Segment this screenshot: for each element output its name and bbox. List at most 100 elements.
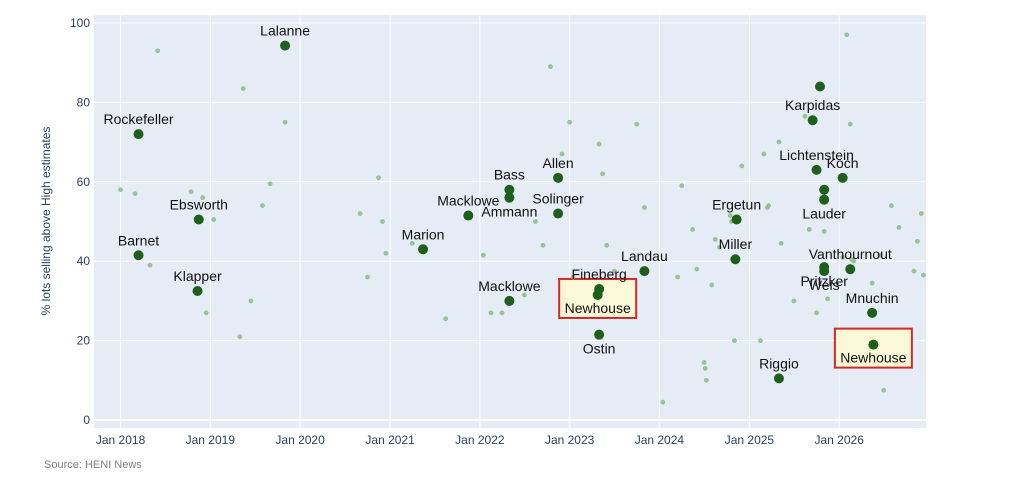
background-point — [570, 274, 576, 280]
point-label: Newhouse — [565, 300, 631, 316]
background-point — [533, 219, 538, 224]
background-point — [200, 195, 206, 201]
background-point — [806, 227, 812, 232]
highlight-point — [773, 373, 784, 384]
background-point — [559, 151, 565, 157]
point-label: Marion — [402, 226, 445, 242]
point-label: Lauder — [802, 206, 846, 222]
background-point — [237, 334, 243, 340]
source-note: Source: HENI News — [44, 459, 142, 471]
highlight-point — [867, 307, 878, 318]
background-point — [365, 274, 370, 280]
highlight-point — [504, 192, 515, 203]
plot-background — [94, 15, 926, 428]
background-point — [840, 254, 846, 260]
highlight-point — [133, 129, 144, 140]
background-point — [701, 360, 707, 365]
background-point — [918, 211, 924, 216]
y-tick-label: 0 — [83, 413, 90, 427]
background-point — [600, 171, 605, 177]
background-point — [188, 189, 194, 195]
highlight-point — [815, 81, 826, 92]
background-point — [211, 217, 217, 222]
point-label: Solinger — [532, 191, 584, 207]
background-point — [914, 238, 920, 244]
background-point — [921, 272, 926, 278]
background-point — [911, 268, 917, 274]
grid-lines — [94, 15, 926, 428]
x-axis-ticks: Jan 2018 Jan 2019 Jan 2020 Jan 2021 Jan 2022… — [96, 433, 864, 447]
highlight-point — [837, 172, 848, 183]
background-point — [480, 252, 486, 258]
point-label: Macklowe — [437, 193, 499, 209]
background-point — [709, 282, 715, 288]
highlight-point — [504, 184, 515, 195]
highlight-point — [418, 244, 429, 255]
background-point — [132, 191, 138, 197]
background-point — [791, 298, 797, 304]
background-point — [380, 219, 385, 224]
highlight-point — [811, 164, 822, 175]
background-point — [888, 203, 894, 209]
highlight-point — [639, 266, 650, 277]
background-point — [642, 205, 647, 211]
point-label: Macklowe — [478, 278, 540, 294]
background-point — [567, 119, 573, 125]
background-points — [118, 32, 926, 405]
background-point — [155, 48, 161, 54]
background-point — [118, 187, 123, 193]
point-label: Klapper — [173, 268, 222, 284]
y-tick-label: 20 — [77, 334, 91, 348]
background-point — [712, 236, 718, 242]
background-point — [443, 316, 449, 322]
point-label: Ostin — [583, 341, 616, 357]
background-point — [282, 119, 288, 125]
point-label: Pritzker — [800, 273, 848, 289]
point-label: Mnuchin — [846, 290, 899, 306]
point-label: Ergetun — [712, 197, 761, 213]
background-point — [694, 266, 700, 272]
background-point — [376, 175, 381, 181]
highlight-point — [730, 254, 741, 265]
background-point — [896, 225, 902, 230]
background-point — [844, 32, 850, 38]
background-point — [260, 203, 265, 209]
background-point — [702, 366, 708, 371]
point-label: Riggio — [759, 355, 799, 371]
point-label: Koch — [827, 155, 859, 171]
background-point — [739, 163, 745, 169]
background-point — [634, 121, 640, 127]
x-tick-label: Jan 2026 — [814, 433, 864, 447]
highlight-point — [592, 289, 603, 300]
x-tick-label: Jan 2018 — [96, 433, 146, 447]
background-point — [203, 310, 209, 316]
point-label: Karpidas — [785, 97, 840, 113]
point-label: Lichtenstein — [779, 147, 854, 163]
background-point — [248, 298, 254, 304]
background-point — [847, 121, 853, 127]
point-label: Miller — [719, 236, 753, 252]
highlight-points — [133, 40, 879, 384]
x-tick-label: Jan 2020 — [275, 433, 325, 447]
highlight-point — [280, 40, 291, 51]
background-point — [604, 242, 610, 248]
y-tick-label: 80 — [77, 95, 91, 109]
highlight-point — [731, 214, 742, 225]
background-point — [147, 262, 153, 268]
background-point — [732, 338, 737, 344]
y-tick-label: 100 — [70, 16, 90, 30]
background-point — [540, 242, 546, 248]
background-point — [611, 268, 617, 274]
highlight-point — [553, 172, 564, 183]
y-axis-title: % lots selling above High estimates — [39, 127, 53, 316]
point-label: Vanthournout — [809, 246, 892, 262]
background-point — [717, 244, 722, 250]
background-point — [778, 240, 784, 246]
highlight-point — [594, 329, 605, 340]
point-label: Ebsworth — [170, 197, 228, 213]
x-tick-label: Jan 2019 — [186, 433, 236, 447]
x-tick-label: Jan 2025 — [725, 433, 775, 447]
highlight-point — [133, 250, 144, 261]
background-point — [761, 151, 767, 157]
point-labels: Rockefeller Barnet Ebsworth Klapper Lalanne M… — [103, 23, 906, 372]
